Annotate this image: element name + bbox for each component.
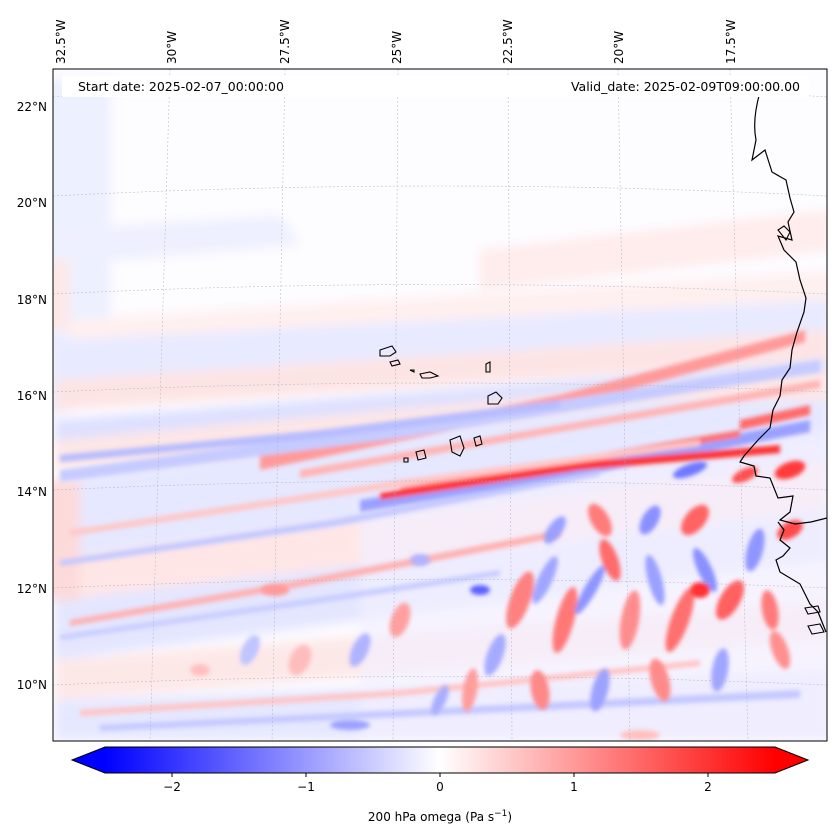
graticule — [53, 69, 827, 741]
colorbar-ticks: −2 −1 0 1 2 — [163, 773, 712, 794]
longitude-labels: 32.5°W 30°W 27.5°W 25°W 22.5°W 20°W 17.5… — [54, 19, 738, 64]
map-frame — [52, 68, 828, 742]
omega-field-cells — [190, 460, 806, 740]
start-date-label: Start date: 2025-02-07_00:00:00 — [78, 79, 284, 94]
lat-label: 18°N — [17, 293, 47, 307]
map-panel: Start date: 2025-02-07_00:00:00 Valid_da… — [53, 69, 827, 741]
coastline-islands — [379, 225, 825, 635]
lon-label: 27.5°W — [278, 19, 292, 64]
colorbar: −2 −1 0 1 2 200 hPa omega (Pa s−1) — [70, 746, 810, 824]
lon-label: 25°W — [390, 31, 404, 64]
lat-label: 14°N — [17, 485, 47, 499]
colorbar-tick-label: 0 — [436, 780, 444, 794]
lon-label: 30°W — [165, 31, 179, 64]
colorbar-label-text: 200 hPa omega (Pa s — [368, 810, 494, 824]
colorbar-tick-label: 2 — [704, 780, 712, 794]
lat-label: 22°N — [17, 100, 47, 114]
info-box-background — [62, 76, 809, 97]
lon-label: 17.5°W — [724, 19, 738, 64]
coastline-africa — [739, 91, 827, 633]
colorbar-outline — [70, 746, 810, 774]
colorbar-label: 200 hPa omega (Pa s−1) — [368, 809, 512, 824]
lon-label: 22.5°W — [501, 19, 515, 64]
colorbar-label-close: ) — [507, 810, 512, 824]
colorbar-label-sup: −1 — [494, 809, 507, 819]
lon-label: 20°W — [612, 31, 626, 64]
valid-date-label: Valid_date: 2025-02-09T09:00:00.00 — [571, 79, 800, 94]
lon-label: 32.5°W — [54, 19, 68, 64]
lat-label: 20°N — [17, 196, 47, 210]
colorbar-gradient — [105, 747, 775, 773]
omega-field-bands — [60, 330, 820, 731]
colorbar-extend-low — [72, 747, 105, 773]
lat-label: 12°N — [17, 582, 47, 596]
colorbar-extend-high — [775, 747, 808, 773]
lat-label: 10°N — [17, 678, 47, 692]
latitude-labels: 22°N 20°N 18°N 16°N 14°N 12°N 10°N — [17, 100, 47, 692]
lat-label: 16°N — [17, 389, 47, 403]
colorbar-tick-label: 1 — [570, 780, 578, 794]
colorbar-tick-label: −1 — [297, 780, 315, 794]
colorbar-tick-label: −2 — [163, 780, 181, 794]
